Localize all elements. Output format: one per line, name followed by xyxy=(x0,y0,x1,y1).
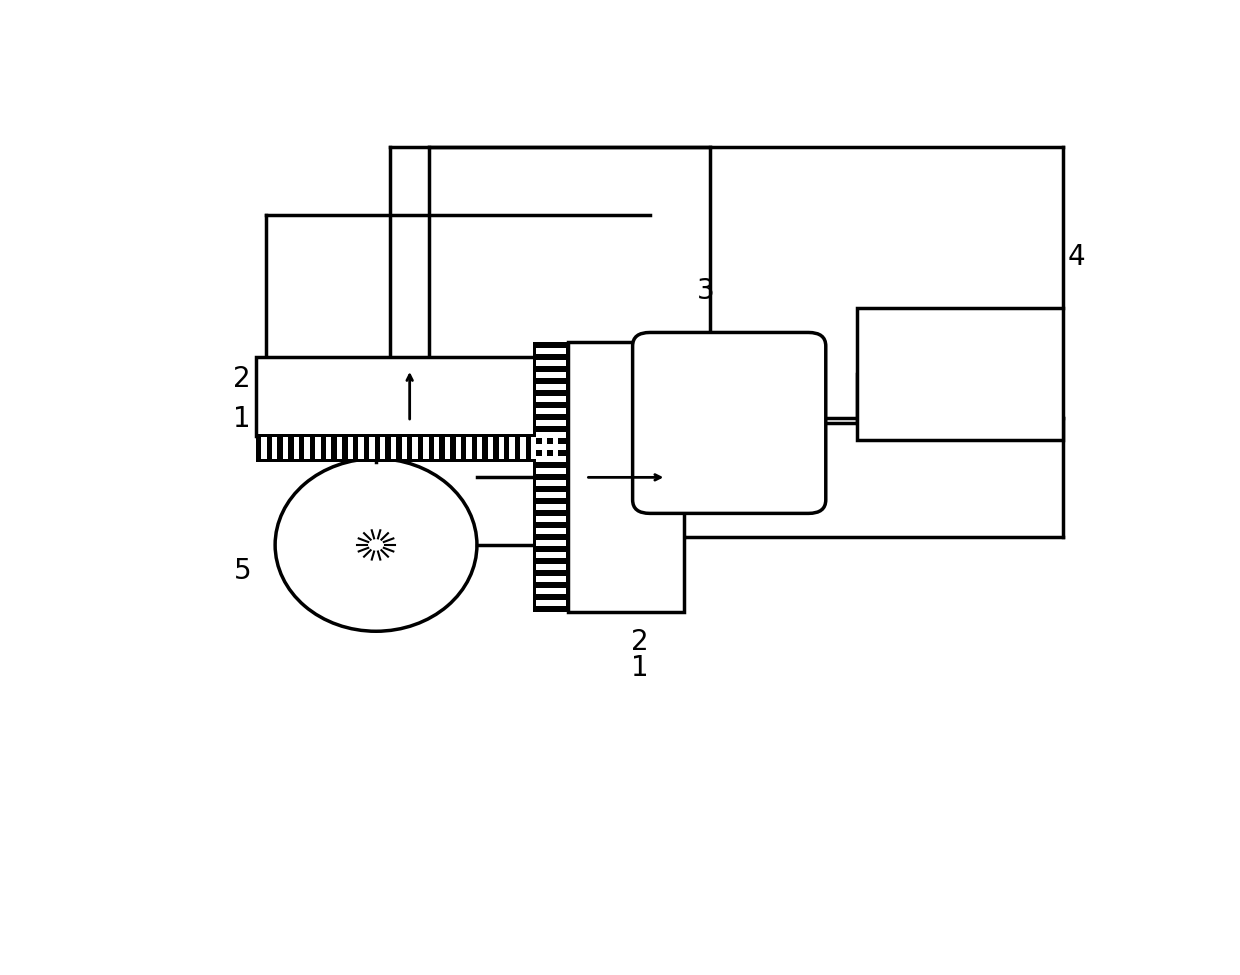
Bar xyxy=(537,348,565,354)
Bar xyxy=(487,437,494,459)
Bar xyxy=(498,437,505,459)
Bar xyxy=(305,437,310,459)
Text: 4: 4 xyxy=(1068,243,1085,271)
Bar xyxy=(379,437,386,459)
Bar xyxy=(531,437,537,459)
Bar xyxy=(537,540,565,546)
Bar xyxy=(283,437,288,459)
Bar xyxy=(466,437,471,459)
Bar xyxy=(537,601,565,606)
Bar xyxy=(537,420,565,426)
Bar xyxy=(347,437,353,459)
Bar xyxy=(413,437,418,459)
FancyBboxPatch shape xyxy=(632,332,826,514)
Bar xyxy=(255,357,563,436)
Bar xyxy=(315,437,321,459)
Bar xyxy=(537,396,565,403)
Bar xyxy=(272,437,278,459)
Bar xyxy=(262,437,267,459)
Bar xyxy=(521,437,526,459)
Bar xyxy=(537,409,565,414)
Bar xyxy=(542,437,547,459)
Bar xyxy=(533,342,569,612)
Bar xyxy=(423,437,429,459)
Bar xyxy=(537,589,565,595)
Text: 3: 3 xyxy=(697,277,714,304)
Bar xyxy=(294,437,299,459)
Bar xyxy=(537,481,565,487)
Bar xyxy=(477,437,482,459)
Bar xyxy=(537,492,565,498)
Bar xyxy=(537,432,565,439)
Bar xyxy=(510,437,515,459)
Bar xyxy=(326,437,331,459)
Bar xyxy=(337,437,342,459)
Bar xyxy=(255,434,563,462)
Bar xyxy=(537,528,565,534)
Text: 1: 1 xyxy=(233,405,250,433)
Bar xyxy=(537,504,565,510)
Bar xyxy=(857,308,1063,440)
Bar xyxy=(568,342,683,612)
Bar xyxy=(537,517,565,523)
Text: 5: 5 xyxy=(233,557,250,585)
Bar xyxy=(358,437,363,459)
Bar xyxy=(537,565,565,570)
Bar xyxy=(434,437,439,459)
Bar xyxy=(537,384,565,390)
Bar xyxy=(553,437,558,459)
Text: 1: 1 xyxy=(631,654,649,682)
Bar xyxy=(537,468,565,475)
Bar xyxy=(391,437,396,459)
Bar xyxy=(537,360,565,367)
Text: 2: 2 xyxy=(233,366,250,393)
Bar xyxy=(537,553,565,559)
Bar xyxy=(537,372,565,378)
Bar xyxy=(370,437,374,459)
Bar xyxy=(537,456,565,462)
Bar xyxy=(445,437,450,459)
Text: 2: 2 xyxy=(631,628,649,655)
Bar xyxy=(537,576,565,582)
Bar xyxy=(455,437,461,459)
Bar xyxy=(402,437,407,459)
Bar xyxy=(537,445,565,450)
